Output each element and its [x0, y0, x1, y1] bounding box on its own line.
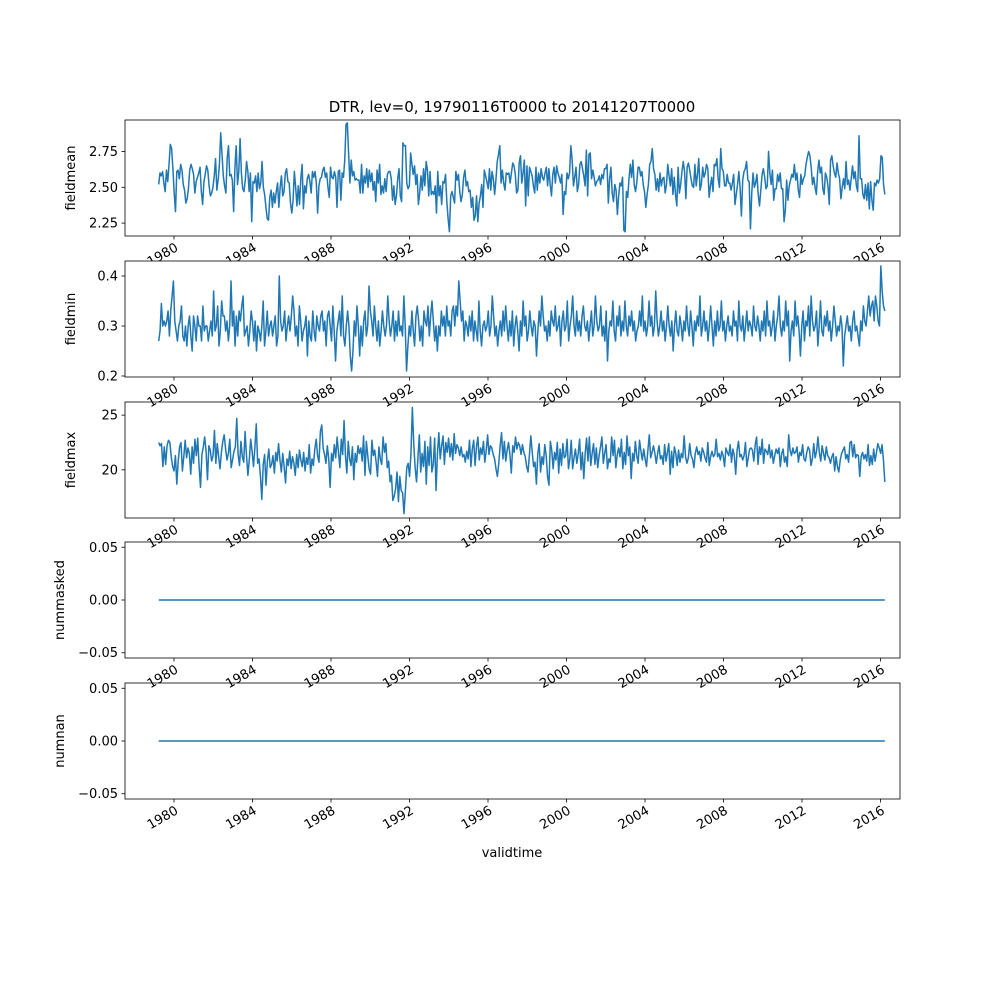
- fieldmean-ylabel: fieldmean: [64, 146, 79, 211]
- chart-title: DTR, lev=0, 19790116T0000 to 20141207T00…: [329, 98, 696, 116]
- numnan-ytick-label: 0.05: [89, 682, 118, 697]
- numnan-ylabel: numnan: [53, 714, 68, 768]
- fieldmean-ytick-label: 2.75: [89, 145, 118, 160]
- fieldmin-ytick-label: 0.3: [97, 320, 118, 335]
- fieldmax-ytick-label: 20: [101, 463, 118, 478]
- fieldmean-axes-frame: [124, 119, 901, 237]
- numnan-ytick-label: −0.05: [78, 787, 118, 802]
- fieldmax-axes-frame: [124, 401, 901, 519]
- fieldmin-ytick-label: 0.2: [97, 370, 118, 385]
- nummasked-ytick-label: 0.00: [89, 594, 118, 609]
- numnan-ytick-label: 0.00: [89, 735, 118, 750]
- fieldmax-ytick-label: 25: [101, 409, 118, 424]
- fieldmin-ylabel: fieldmin: [64, 293, 79, 346]
- fieldmean-ytick-label: 2.50: [89, 181, 118, 196]
- fieldmean-ytick-label: 2.25: [89, 217, 118, 232]
- fieldmin-ytick-label: 0.4: [97, 270, 118, 285]
- nummasked-ytick-label: 0.05: [89, 541, 118, 556]
- fieldmax-series-line: [158, 406, 886, 515]
- nummasked-ytick-label: −0.05: [78, 646, 118, 661]
- nummasked-ylabel: nummasked: [53, 560, 68, 640]
- fieldmin-axes-frame: [124, 260, 901, 378]
- x-axis-label: validtime: [482, 846, 543, 861]
- fieldmean-series-line: [157, 122, 886, 233]
- fieldmin-series-line: [157, 265, 886, 372]
- fieldmax-ylabel: fieldmax: [64, 432, 79, 489]
